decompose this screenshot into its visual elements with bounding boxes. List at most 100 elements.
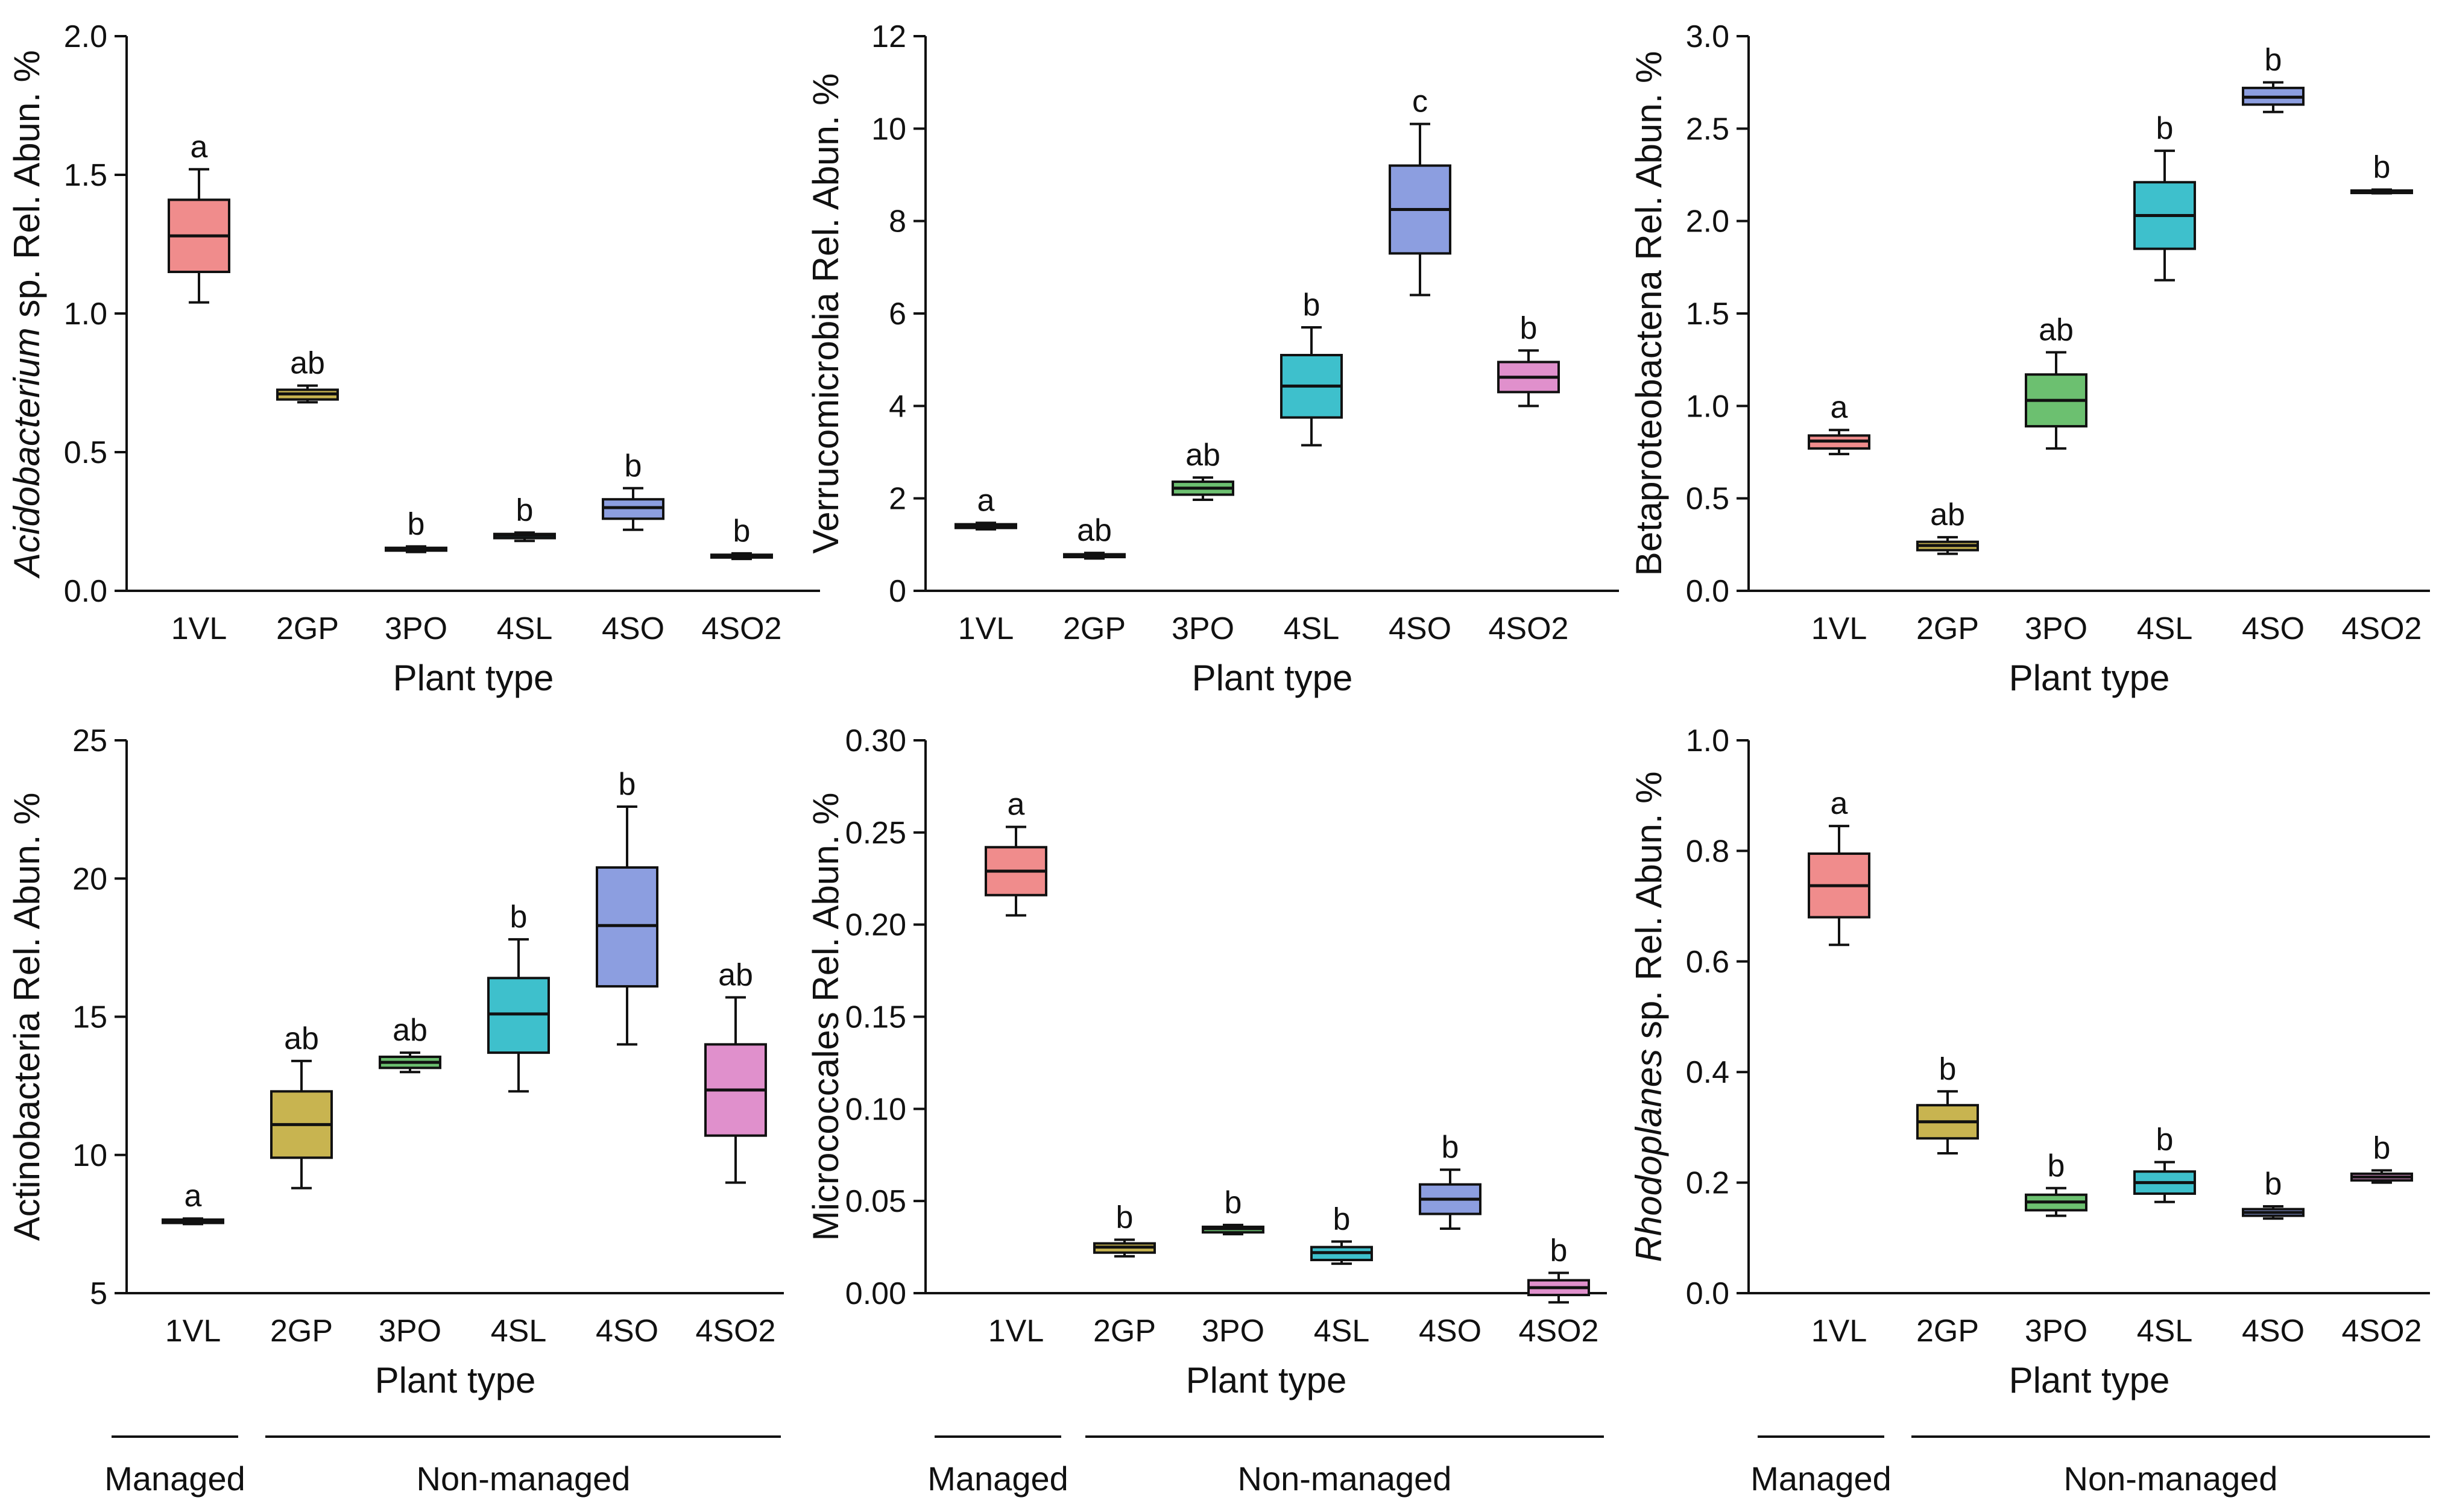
y-tick-label: 4 xyxy=(889,389,906,424)
x-tick-label: 1VL xyxy=(165,1314,221,1349)
box-4SL: b xyxy=(1310,1202,1373,1265)
x-tick-label: 4SO xyxy=(602,611,664,646)
x-tick-label: 4SL xyxy=(491,1314,547,1349)
significance-label: c xyxy=(1412,84,1428,119)
y-tick-label: 2.5 xyxy=(1686,112,1729,146)
managed-label: Managed xyxy=(104,1460,245,1498)
box-2GP: ab xyxy=(270,1021,333,1189)
y-tick-label: 1.5 xyxy=(64,158,107,193)
box-4SO2: b xyxy=(2350,1130,2413,1184)
x-tick-label: 4SO2 xyxy=(1519,1314,1599,1349)
significance-label: ab xyxy=(2039,312,2074,347)
y-tick-label: 0.20 xyxy=(845,908,906,943)
panel-1: 0.0 0.5 1.0 1.5 2.0 Acidobacterium sp. Rel. A… xyxy=(7,19,820,698)
y-tick-label: 0.25 xyxy=(845,816,906,851)
x-tick-label: 4SO2 xyxy=(702,611,782,646)
box-3PO: ab xyxy=(1172,438,1234,501)
x-tick-label: 4SO xyxy=(1419,1314,1481,1349)
significance-label: b xyxy=(510,899,528,934)
significance-label: ab xyxy=(1185,438,1220,473)
significance-label: b xyxy=(1939,1051,1957,1086)
box-1VL: a xyxy=(162,1179,224,1226)
box-1VL: a xyxy=(954,483,1017,531)
box-1VL: a xyxy=(1808,390,1870,456)
box-4SO2: b xyxy=(710,514,773,561)
y-tick-label: 6 xyxy=(889,297,906,332)
x-tick-label: 4SL xyxy=(2137,611,2193,646)
non-managed-label: Non-managed xyxy=(1238,1460,1452,1498)
x-tick-label: 4SL xyxy=(1314,1314,1370,1349)
significance-label: ab xyxy=(1930,497,1965,532)
x-tick-label: 2GP xyxy=(1063,611,1126,646)
x-tick-label: 3PO xyxy=(1172,611,1234,646)
y-tick-label: 0.10 xyxy=(845,1092,906,1127)
y-tick-label: 2 xyxy=(889,482,906,517)
y-tick-label: 0.00 xyxy=(845,1276,906,1311)
y-axis-title-suffix: sp. Rel. Abun. % xyxy=(1629,772,1669,1049)
box-4SO: c xyxy=(1389,84,1451,297)
x-axis-title: Plant type xyxy=(393,658,554,698)
managed-label: Managed xyxy=(927,1460,1068,1498)
significance-label: b xyxy=(2265,43,2282,78)
box-4SO2: b xyxy=(2350,150,2413,195)
y-tick-label: 0.2 xyxy=(1686,1166,1729,1201)
significance-label: b xyxy=(2373,1130,2391,1165)
box-4SO: b xyxy=(596,767,658,1046)
y-tick-label: 0 xyxy=(889,574,906,609)
x-axis-title: Plant type xyxy=(2009,658,2170,698)
box-4SO2: ab xyxy=(704,957,767,1184)
y-tick-label: 20 xyxy=(72,862,107,896)
y-axis-title-suffix: sp. Rel. Abun. % xyxy=(7,50,47,327)
box-4SO: b xyxy=(1419,1130,1481,1230)
y-tick-label: 0.0 xyxy=(1686,574,1729,609)
box-4SO2: b xyxy=(1497,310,1560,408)
x-tick-label: 1VL xyxy=(958,611,1014,646)
panel-6: 0.0 0.2 0.4 0.6 0.8 1.0 Rhodoplanes sp. Rel. A… xyxy=(1629,723,2430,1400)
box-3PO: b xyxy=(1202,1185,1264,1236)
y-axis-title-suffix: Micrococcales Rel. Abun. % xyxy=(806,793,846,1241)
x-axis-title: Plant type xyxy=(1186,1360,1347,1400)
group-annotation-2: Managed Non-managed xyxy=(927,1435,1604,1498)
y-tick-label: 1.5 xyxy=(1686,297,1729,332)
y-axis-title-taxon: Acidobacterium xyxy=(7,327,47,579)
box-3PO: ab xyxy=(2025,312,2087,450)
y-axis-title-suffix: Actinobacteria Rel. Abun. % xyxy=(7,793,47,1241)
significance-label: b xyxy=(625,449,642,484)
y-tick-label: 1.0 xyxy=(1686,389,1729,424)
x-tick-label: 4SO2 xyxy=(2342,611,2422,646)
x-tick-label: 2GP xyxy=(1093,1314,1156,1349)
non-managed-label: Non-managed xyxy=(417,1460,631,1498)
box-4SL: b xyxy=(487,899,550,1093)
y-tick-label: 0.0 xyxy=(64,574,107,609)
x-tick-label: 4SO2 xyxy=(1489,611,1569,646)
box-2GP: ab xyxy=(1916,497,1979,555)
y-tick-label: 10 xyxy=(871,112,906,146)
y-tick-label: 0.0 xyxy=(1686,1276,1729,1311)
group-annotation-3: Managed Non-managed xyxy=(1750,1435,2430,1498)
y-tick-label: 15 xyxy=(72,1000,107,1035)
box-4SL: b xyxy=(493,493,556,543)
x-tick-label: 4SO2 xyxy=(696,1314,776,1349)
y-axis-title: Rhodoplanes sp. Rel. Abun. % xyxy=(1629,772,1669,1262)
box-4SO: b xyxy=(2242,1167,2305,1220)
box-2GP: ab xyxy=(276,346,339,404)
y-tick-label: 2.0 xyxy=(64,19,107,54)
x-tick-label: 4SL xyxy=(497,611,553,646)
significance-label: a xyxy=(191,130,208,165)
group-annotation-1: Managed Non-managed xyxy=(104,1435,781,1498)
x-tick-label: 1VL xyxy=(988,1314,1044,1349)
significance-label: b xyxy=(619,767,636,802)
y-axis-title: Acidobacterium sp. Rel. Abun. % xyxy=(7,50,47,579)
significance-label: b xyxy=(1442,1130,1459,1165)
panel-3: 0.0 0.5 1.0 1.5 2.0 2.5 3.0 Betaproteobactena R… xyxy=(1629,19,2430,698)
significance-label: b xyxy=(2156,1123,2174,1158)
significance-label: a xyxy=(1008,787,1025,822)
x-axis-title: Plant type xyxy=(1192,658,1353,698)
y-tick-label: 0.15 xyxy=(845,1000,906,1035)
significance-label: ab xyxy=(393,1013,428,1048)
x-axis-title: Plant type xyxy=(2009,1360,2170,1400)
y-axis-title-taxon: Rhodoplanes xyxy=(1629,1049,1669,1262)
significance-label: b xyxy=(733,514,751,549)
box-2GP: b xyxy=(1916,1051,1979,1154)
panel-5: 0.00 0.05 0.10 0.15 0.20 0.25 0.30 Micrococcale… xyxy=(806,723,1607,1400)
